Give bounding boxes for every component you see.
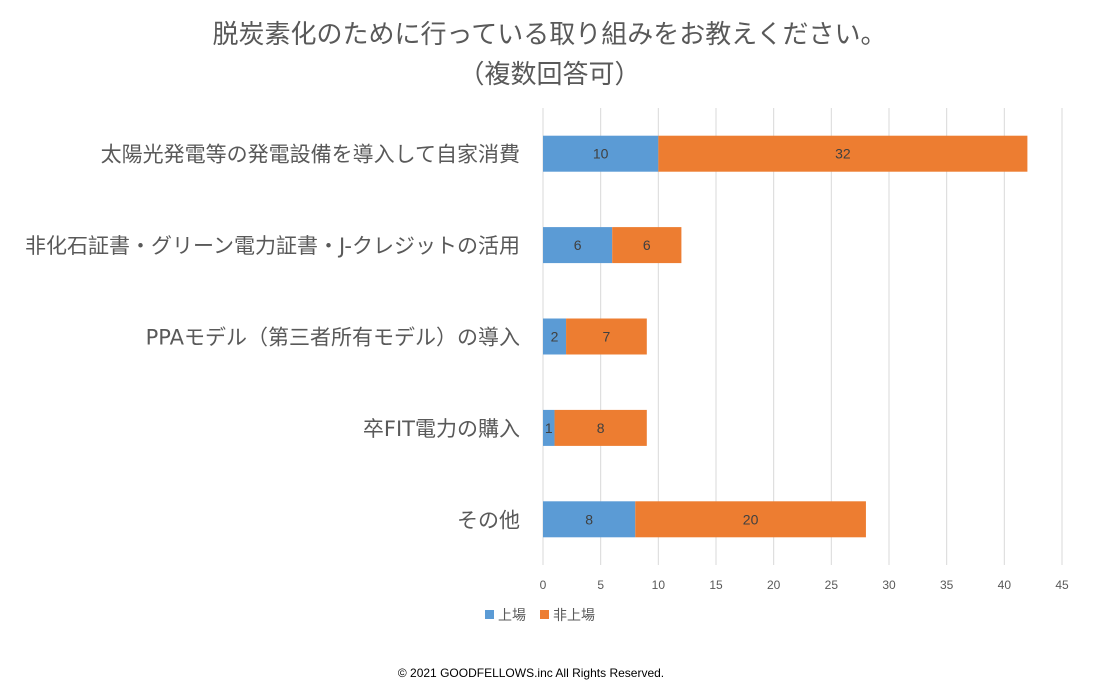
data-label: 10 [593, 146, 609, 162]
x-tick-label: 45 [1055, 578, 1069, 592]
bar-unlisted [566, 318, 647, 355]
bar-unlisted [635, 501, 866, 538]
data-label: 8 [585, 511, 593, 527]
bar-unlisted [612, 227, 682, 264]
x-tick-label: 30 [882, 578, 896, 592]
bar-listed [543, 409, 555, 446]
legend-swatch [540, 610, 549, 619]
data-label: 6 [643, 237, 651, 253]
data-label: 7 [603, 329, 611, 345]
bar-listed [543, 227, 613, 264]
x-tick-label: 25 [825, 578, 839, 592]
category-label: 太陽光発電等の発電設備を導入して自家消費 [101, 143, 520, 167]
data-label: 8 [597, 420, 605, 436]
category-label: その他 [457, 508, 520, 532]
bar-listed [543, 135, 659, 172]
bar-unlisted [554, 409, 647, 446]
data-label: 20 [743, 511, 759, 527]
copyright-footer: © 2021 GOODFELLOWS.inc All Rights Reserv… [397, 666, 665, 680]
bar-listed [543, 501, 636, 538]
x-tick-label: 35 [940, 578, 954, 592]
bar-unlisted [658, 135, 1028, 172]
legend-label: 上場 [498, 608, 526, 624]
data-label: 1 [545, 420, 553, 436]
x-tick-label: 10 [652, 578, 666, 592]
x-tick-label: 5 [597, 578, 604, 592]
legend-swatch [485, 610, 494, 619]
x-tick-label: 15 [709, 578, 723, 592]
x-tick-label: 40 [998, 578, 1012, 592]
data-label: 32 [835, 146, 851, 162]
x-tick-label: 20 [767, 578, 781, 592]
data-label: 2 [551, 329, 559, 345]
data-label: 6 [574, 237, 582, 253]
chart-title-line-2: （複数回答可） [458, 60, 641, 90]
legend-label: 非上場 [553, 608, 595, 624]
category-label: 非化石証書・グリーン電力証書・J-クレジットの活用 [25, 234, 520, 258]
chart-title-line-1: 脱炭素化のために行っている取り組みをお教えください。 [212, 20, 887, 50]
x-tick-label: 0 [540, 578, 547, 592]
category-label: PPAモデル（第三者所有モデル）の導入 [146, 326, 520, 350]
category-label: 卒FIT電力の購入 [363, 417, 520, 441]
bar-listed [543, 318, 567, 355]
